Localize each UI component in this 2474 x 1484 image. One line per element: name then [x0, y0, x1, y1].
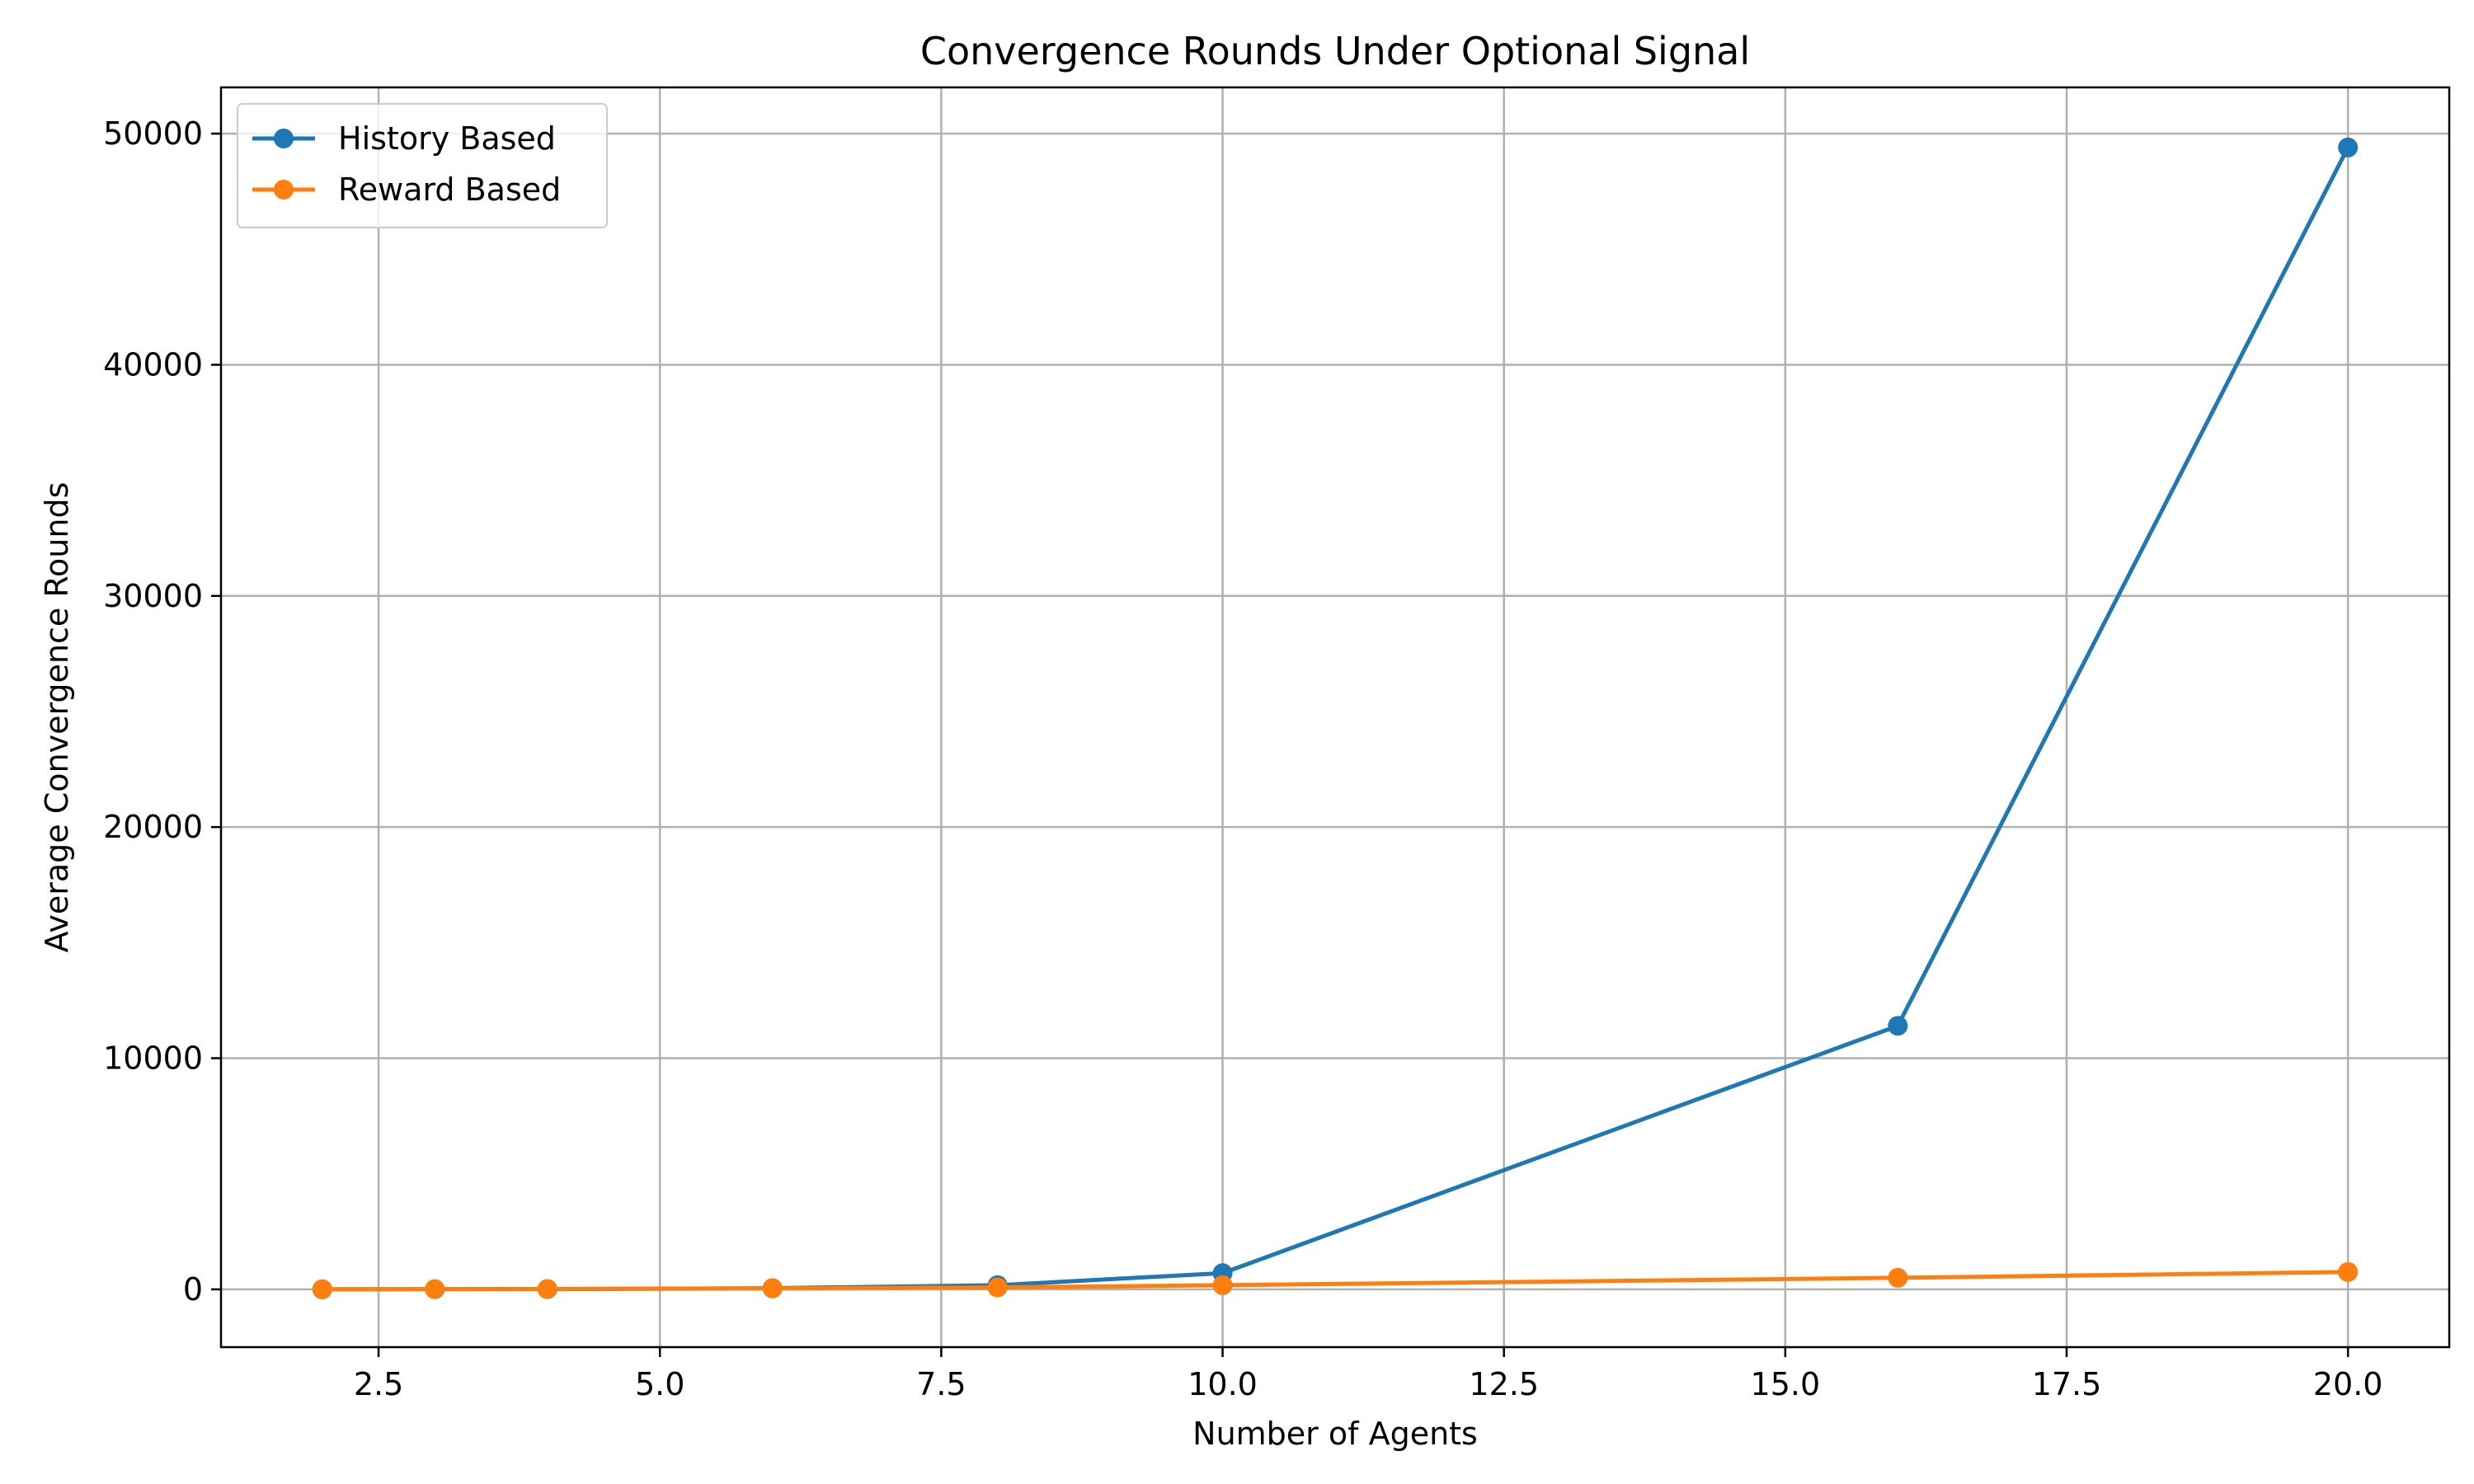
y-tick-label: 40000 [103, 346, 203, 383]
legend-entry: Reward Based [252, 171, 561, 208]
data-point [2338, 1261, 2359, 1282]
x-tick-label: 7.5 [916, 1366, 966, 1402]
y-tick-label: 50000 [103, 115, 203, 152]
series-reward-based [312, 1261, 2359, 1299]
x-tick-label: 12.5 [1469, 1366, 1539, 1402]
data-point [1888, 1267, 1908, 1288]
plot-area-frame [219, 86, 2451, 1349]
data-point [537, 1279, 557, 1299]
x-axis-ticks: 2.5 5.0 7.5 10.0 12.5 15.0 17.5 20.0 [354, 1347, 2383, 1402]
legend-marker [274, 180, 294, 200]
legend-label: Reward Based [338, 171, 561, 208]
y-tick-label: 0 [183, 1271, 203, 1308]
data-point [2338, 137, 2359, 157]
data-point [1212, 1275, 1233, 1295]
legend-box [237, 103, 608, 228]
legend-marker [274, 129, 294, 148]
x-tick-label: 17.5 [2032, 1366, 2102, 1402]
x-tick-label: 10.0 [1188, 1366, 1258, 1402]
data-point [425, 1279, 445, 1299]
data-point [987, 1277, 1008, 1298]
y-tick-label: 30000 [103, 578, 203, 614]
legend-entry: History Based [252, 120, 556, 157]
legend-label: History Based [338, 120, 556, 157]
x-tick-label: 20.0 [2313, 1366, 2383, 1402]
x-tick-label: 5.0 [635, 1366, 684, 1402]
series-layer [312, 137, 2359, 1299]
chart-title: Convergence Rounds Under Optional Signal [920, 29, 1750, 73]
x-axis-title: Number of Agents [1192, 1416, 1478, 1452]
y-axis-ticks: 0 10000 20000 30000 40000 50000 [103, 115, 221, 1308]
legend-entries: History Based Reward Based [252, 120, 561, 208]
x-tick-label: 2.5 [354, 1366, 403, 1402]
data-point [762, 1278, 783, 1298]
y-tick-label: 10000 [103, 1040, 203, 1077]
series-line [320, 1270, 2350, 1292]
data-point [1888, 1016, 1908, 1036]
y-axis-title: Average Convergence Rounds [39, 482, 75, 953]
y-tick-label: 20000 [103, 809, 203, 845]
legend: History Based Reward Based [237, 103, 608, 228]
x-tick-label: 15.0 [1751, 1366, 1821, 1402]
data-point [312, 1279, 332, 1299]
